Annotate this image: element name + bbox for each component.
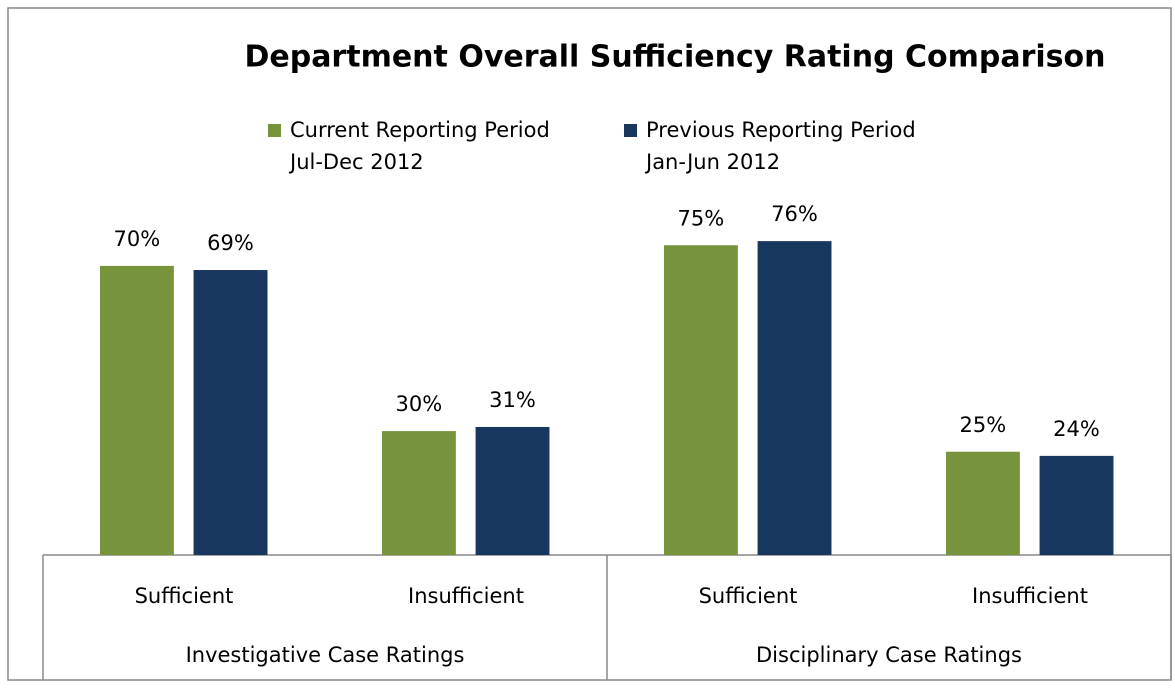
bar: [663, 245, 738, 555]
legend-label: Previous Reporting Period Jan-Jun 2012: [646, 118, 916, 174]
legend-key: [268, 124, 281, 137]
bar: [475, 426, 550, 555]
bar: [193, 270, 268, 555]
data-label: 69%: [207, 231, 254, 255]
bar: [945, 451, 1020, 555]
bar: [1039, 455, 1114, 555]
bar: [381, 431, 456, 555]
x-tick-label: Sufficient: [699, 584, 798, 608]
legend-label: Current Reporting Period Jul-Dec 2012: [290, 118, 550, 174]
data-label: 70%: [114, 227, 161, 251]
data-label: 30%: [396, 392, 443, 416]
data-label: 24%: [1053, 417, 1100, 441]
x-tick-label: Sufficient: [135, 584, 234, 608]
chart-title: Department Overall Sufficiency Rating Co…: [244, 40, 1105, 75]
bar: [99, 265, 174, 555]
group-label: Disciplinary Case Ratings: [756, 643, 1022, 667]
group-label: Investigative Case Ratings: [186, 643, 465, 667]
legend-key: [624, 124, 637, 137]
chart-border: [7, 7, 1172, 681]
x-tick-label: Insufficient: [972, 584, 1088, 608]
data-label: 25%: [960, 413, 1007, 437]
data-label: 75%: [678, 206, 725, 230]
bar: [757, 241, 832, 555]
data-label: 76%: [771, 202, 818, 226]
data-label: 31%: [489, 388, 536, 412]
x-tick-label: Insufficient: [408, 584, 524, 608]
